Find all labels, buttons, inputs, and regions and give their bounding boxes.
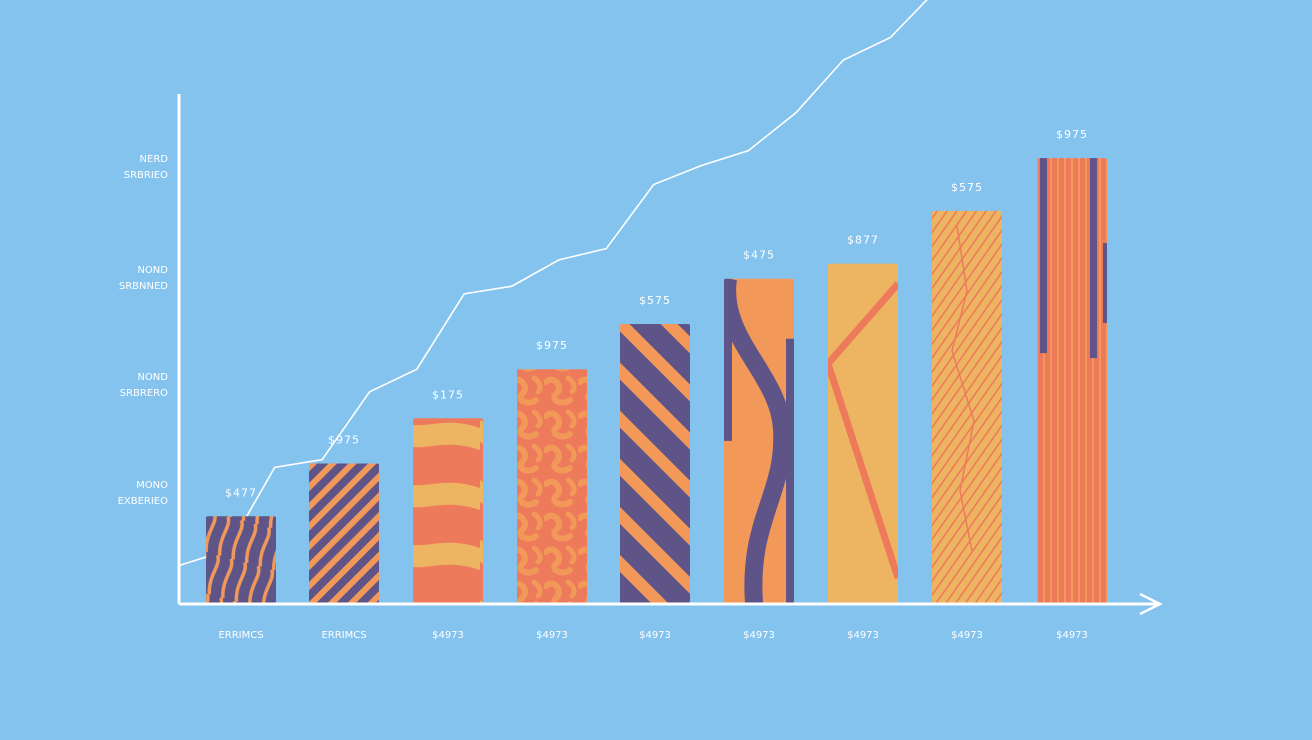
data-label: $477 [225, 486, 257, 499]
x-tick-labels-layer: ERRIMCS ERRIMCS $4973 $4973 $4973 $4973 $4973 $… [218, 630, 1087, 641]
bar-ornament [724, 278, 732, 441]
bar [309, 463, 379, 603]
y-axis-label: EXBERIEO [118, 496, 169, 507]
bar-group [413, 418, 483, 603]
x-tick-label: $4973 [847, 630, 879, 641]
data-label: $575 [951, 181, 983, 194]
data-label: $975 [536, 339, 568, 352]
bar-group [724, 278, 794, 603]
x-tick-label: $4973 [1056, 630, 1088, 641]
y-axis-label: SRBRERO [120, 388, 168, 399]
axes-layer [177, 94, 1163, 616]
x-tick-label: $4973 [432, 630, 464, 641]
x-tick-label: $4973 [639, 630, 671, 641]
y-axis-label: SRBRIEO [124, 170, 168, 181]
bars-layer [206, 158, 1107, 604]
bar-group [309, 463, 379, 603]
bar-ornament [1090, 158, 1097, 359]
x-tick-label: $4973 [743, 630, 775, 641]
bar [1037, 158, 1107, 603]
bar [724, 278, 794, 603]
bar-group [517, 369, 587, 603]
bar-ornament [786, 338, 794, 603]
bar-group [620, 323, 690, 603]
y-axis-label: MONO [136, 480, 168, 491]
x-tick-label: ERRIMCS [218, 630, 263, 641]
bar-group [206, 516, 276, 603]
trend-line [179, 0, 928, 567]
bar [413, 418, 483, 603]
bar-ornament [1040, 158, 1047, 354]
x-axis-arrow-icon [1139, 592, 1163, 616]
y-axis-label: NOND [137, 372, 168, 383]
data-label: $475 [743, 249, 775, 262]
x-tick-label: $4973 [536, 630, 568, 641]
bar-group [1037, 158, 1107, 603]
bar-group [932, 210, 1002, 604]
bar [517, 369, 587, 603]
x-tick-label: $4973 [951, 630, 983, 641]
bar-ornament [1103, 243, 1107, 324]
bar [206, 516, 276, 603]
data-label: $975 [1056, 128, 1088, 141]
y-axis-labels: MONO EXBERIEO NOND SRBRERO NOND SRBNNED NERD SR… [118, 154, 169, 507]
bar-ornament [724, 278, 792, 603]
trend-line-layer [179, 0, 928, 567]
data-label: $175 [432, 388, 464, 401]
bar-group [828, 263, 898, 603]
value-labels-layer: $477 $975 $175 $975 $575 $475 $877 $575 $975 [225, 128, 1088, 499]
bar-ornament [828, 281, 898, 580]
bar [620, 323, 690, 603]
y-axis-label: NOND [137, 265, 168, 276]
data-label: $575 [639, 294, 671, 307]
bar-ornament [951, 225, 975, 552]
data-label: $975 [328, 433, 360, 446]
x-tick-label: ERRIMCS [321, 630, 366, 641]
y-axis-label: SRBNNED [119, 281, 168, 292]
y-axis-label: NERD [140, 154, 169, 165]
data-label: $877 [847, 234, 879, 247]
bar [932, 210, 1002, 604]
